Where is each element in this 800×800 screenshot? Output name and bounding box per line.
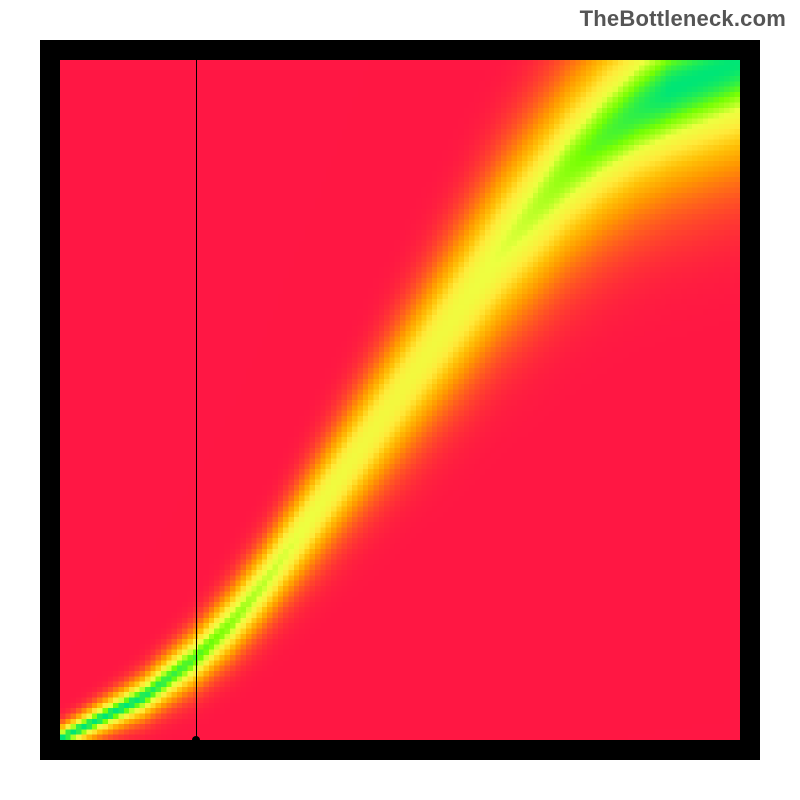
watermark-text: TheBottleneck.com	[580, 6, 786, 32]
crosshair-marker-dot	[192, 736, 200, 744]
crosshair-vertical-line	[196, 60, 197, 740]
bottleneck-heatmap	[60, 60, 740, 740]
chart-frame	[40, 40, 760, 760]
chart-container: TheBottleneck.com	[0, 0, 800, 800]
